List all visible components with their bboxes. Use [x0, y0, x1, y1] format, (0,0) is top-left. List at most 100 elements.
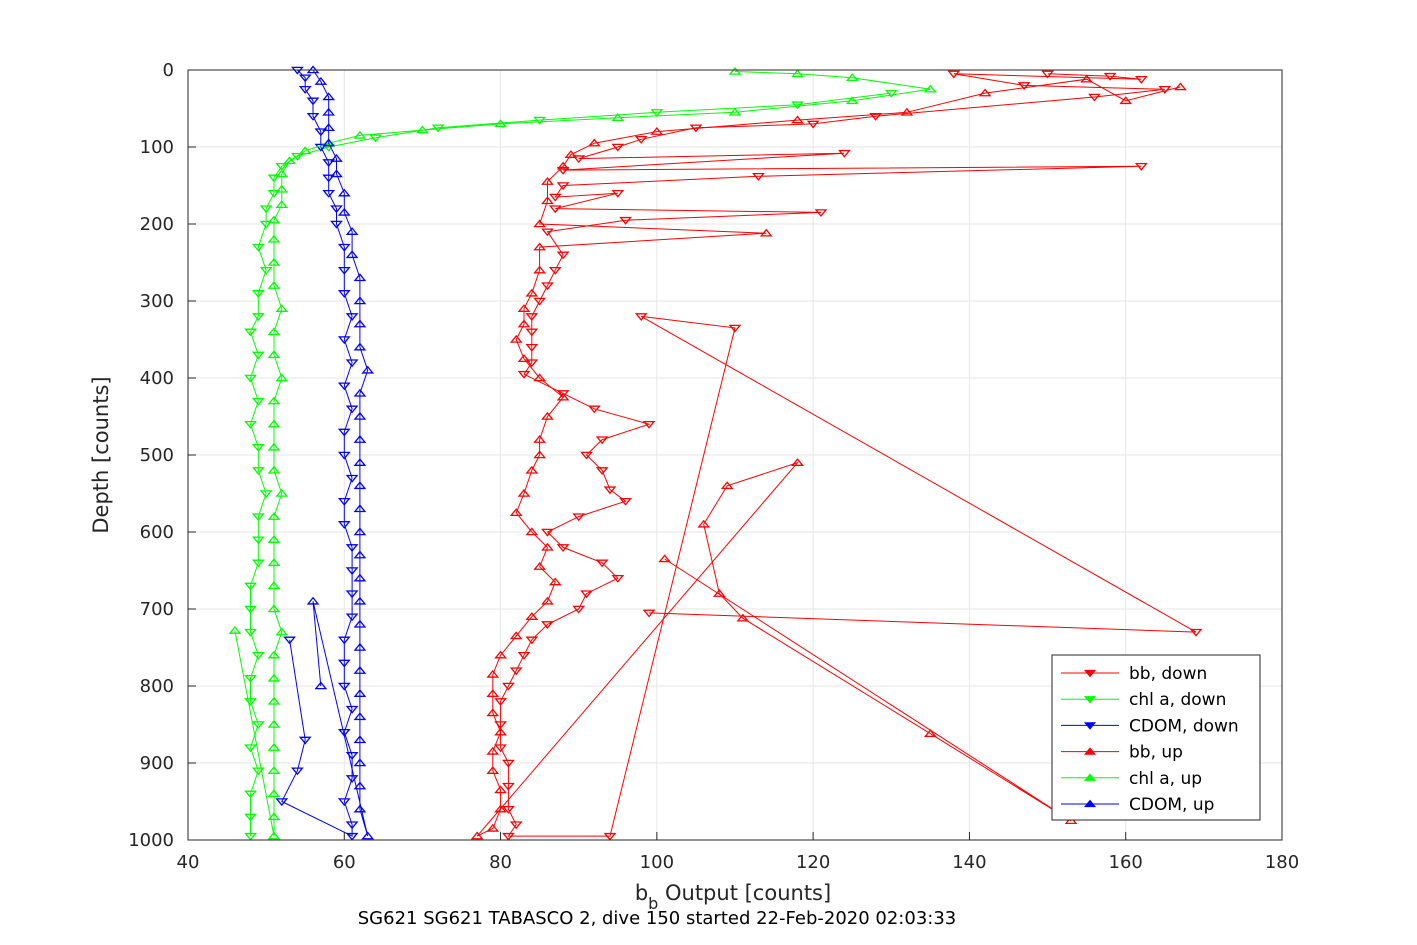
series-bb-up	[470, 74, 1187, 840]
data-point	[353, 804, 367, 813]
data-point	[541, 411, 554, 420]
data-point	[322, 123, 336, 132]
data-point	[267, 396, 281, 405]
data-point	[353, 319, 367, 328]
data-point	[314, 76, 328, 85]
x-tick-label: 180	[1265, 852, 1299, 873]
data-point	[517, 319, 531, 328]
data-point	[275, 304, 289, 312]
data-point	[517, 304, 531, 312]
data-point	[353, 342, 367, 351]
data-point	[353, 435, 367, 443]
data-point	[322, 189, 336, 198]
data-point	[337, 382, 351, 391]
legend-marker	[1083, 669, 1097, 678]
data-point	[533, 297, 547, 306]
data-point	[572, 155, 586, 164]
data-point	[736, 613, 750, 622]
data-point	[416, 125, 429, 134]
data-point	[353, 130, 367, 139]
y-tick-label: 0	[163, 60, 174, 81]
data-point	[791, 101, 804, 110]
data-point	[517, 354, 531, 363]
data-point	[322, 138, 336, 147]
data-point	[486, 669, 500, 678]
data-point	[509, 667, 523, 676]
data-point	[611, 113, 625, 122]
data-point	[353, 735, 367, 744]
data-point	[556, 161, 570, 170]
data-point	[533, 450, 547, 459]
data-point	[533, 219, 547, 228]
legend: bb, down chl a, down CDOM, down bb, up chl a…	[1051, 654, 1261, 821]
x-tick-label: 120	[796, 852, 830, 873]
data-point	[251, 290, 265, 298]
y-tick-label: 800	[140, 676, 174, 697]
data-point	[298, 146, 312, 155]
series-line	[234, 71, 931, 837]
data-point	[533, 265, 547, 274]
data-point	[322, 107, 336, 116]
x-tick-label: 60	[333, 852, 356, 873]
data-point	[502, 759, 515, 768]
y-tick-label: 200	[140, 214, 174, 235]
data-point	[267, 581, 281, 590]
data-point	[251, 313, 265, 321]
x-tick-label: 40	[177, 852, 200, 873]
data-point	[322, 159, 336, 167]
data-point	[244, 628, 257, 637]
data-point	[595, 467, 609, 475]
data-point	[611, 189, 625, 198]
data-point	[713, 589, 726, 597]
data-point	[502, 782, 515, 791]
legend-marker	[1083, 696, 1097, 704]
data-point	[259, 266, 273, 275]
data-point	[275, 373, 289, 382]
data-point	[361, 831, 375, 840]
data-point	[884, 89, 898, 98]
series-line	[281, 69, 353, 837]
data-point	[337, 290, 351, 298]
data-point	[517, 651, 531, 660]
data-point	[251, 444, 265, 452]
data-point	[533, 116, 547, 125]
data-point	[267, 604, 281, 613]
data-point	[337, 521, 351, 529]
data-point	[642, 609, 656, 618]
data-point	[345, 359, 359, 368]
data-point	[244, 605, 257, 614]
legend-label: chl a, down	[1129, 690, 1226, 710]
data-point	[494, 804, 507, 813]
data-point	[353, 758, 367, 767]
legend-label: bb, up	[1129, 743, 1183, 763]
data-point	[517, 488, 531, 497]
data-point	[267, 419, 281, 428]
data-point	[353, 689, 367, 697]
series-line	[312, 69, 369, 837]
data-point	[556, 251, 570, 260]
data-point	[267, 696, 281, 705]
data-point	[541, 528, 554, 537]
data-point	[525, 612, 539, 620]
data-point	[1017, 82, 1031, 90]
data-point	[267, 215, 281, 224]
data-point	[244, 744, 257, 753]
legend-marker	[1083, 747, 1097, 755]
data-point	[244, 813, 257, 822]
legend-marker	[1083, 773, 1097, 781]
data-point	[353, 411, 367, 420]
data-point	[353, 481, 367, 490]
data-point	[267, 812, 281, 821]
data-point	[791, 69, 804, 78]
data-point	[361, 365, 375, 374]
legend-label: chl a, up	[1129, 769, 1202, 789]
data-point	[283, 636, 296, 645]
data-point	[353, 596, 367, 605]
data-point	[345, 705, 359, 714]
data-point	[517, 370, 531, 379]
data-point	[548, 266, 562, 275]
data-point	[533, 435, 547, 443]
data-point	[486, 746, 500, 755]
data-point	[353, 504, 367, 513]
data-point	[353, 527, 367, 536]
